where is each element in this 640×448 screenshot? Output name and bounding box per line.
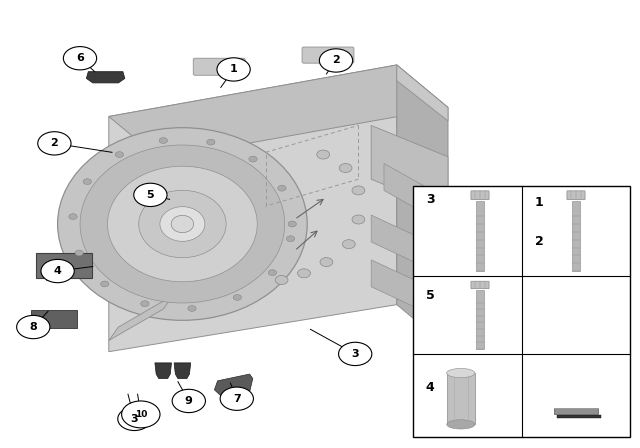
Text: 9: 9 [185, 396, 193, 406]
Polygon shape [86, 72, 125, 83]
Polygon shape [109, 65, 448, 159]
Ellipse shape [317, 150, 330, 159]
FancyBboxPatch shape [476, 290, 484, 349]
Circle shape [217, 58, 250, 81]
Circle shape [17, 315, 50, 339]
Ellipse shape [298, 269, 310, 278]
Ellipse shape [188, 306, 196, 311]
Circle shape [172, 389, 205, 413]
Text: 2: 2 [51, 138, 58, 148]
Circle shape [41, 259, 74, 283]
Text: 10: 10 [134, 410, 147, 419]
Ellipse shape [249, 156, 257, 162]
Ellipse shape [207, 139, 215, 145]
FancyBboxPatch shape [476, 201, 484, 271]
Circle shape [339, 342, 372, 366]
Ellipse shape [75, 250, 83, 256]
FancyBboxPatch shape [567, 191, 585, 200]
Text: 2: 2 [534, 235, 543, 249]
Text: 2: 2 [332, 56, 340, 65]
Text: 1: 1 [534, 196, 543, 209]
Ellipse shape [275, 276, 288, 284]
Text: 3: 3 [426, 193, 435, 206]
Text: 3: 3 [351, 349, 359, 359]
Ellipse shape [342, 240, 355, 249]
Ellipse shape [159, 138, 168, 143]
Polygon shape [397, 65, 448, 347]
Ellipse shape [83, 179, 92, 185]
Circle shape [319, 49, 353, 72]
Polygon shape [384, 164, 448, 226]
Ellipse shape [171, 215, 194, 233]
Circle shape [63, 47, 97, 70]
Circle shape [122, 401, 160, 428]
Ellipse shape [100, 281, 109, 287]
Ellipse shape [288, 221, 296, 227]
Polygon shape [109, 65, 397, 352]
FancyBboxPatch shape [572, 201, 580, 271]
Circle shape [220, 387, 253, 410]
FancyBboxPatch shape [554, 408, 598, 414]
Polygon shape [371, 125, 448, 211]
Polygon shape [109, 296, 173, 340]
Ellipse shape [58, 128, 307, 320]
Circle shape [38, 132, 71, 155]
Ellipse shape [69, 214, 77, 220]
FancyBboxPatch shape [46, 276, 56, 280]
FancyBboxPatch shape [302, 47, 354, 63]
Polygon shape [214, 374, 253, 399]
Ellipse shape [320, 258, 333, 267]
Ellipse shape [268, 270, 276, 276]
Text: 6: 6 [76, 53, 84, 63]
FancyBboxPatch shape [36, 253, 92, 278]
Text: 8: 8 [29, 322, 37, 332]
Ellipse shape [233, 294, 241, 300]
Ellipse shape [339, 164, 352, 172]
Text: 1: 1 [230, 65, 237, 74]
Text: 5: 5 [147, 190, 154, 200]
FancyBboxPatch shape [447, 373, 475, 424]
FancyBboxPatch shape [413, 186, 630, 437]
Text: 7: 7 [233, 394, 241, 404]
Ellipse shape [160, 207, 205, 241]
Ellipse shape [139, 190, 226, 258]
Polygon shape [155, 363, 172, 379]
Text: 3: 3 [131, 414, 138, 424]
Polygon shape [371, 260, 448, 323]
Ellipse shape [278, 185, 286, 191]
Ellipse shape [108, 166, 257, 282]
FancyBboxPatch shape [193, 58, 245, 75]
Ellipse shape [352, 215, 365, 224]
Text: 4: 4 [54, 266, 61, 276]
Ellipse shape [447, 420, 475, 429]
Ellipse shape [286, 236, 294, 241]
Ellipse shape [447, 368, 475, 378]
FancyBboxPatch shape [557, 415, 601, 418]
Ellipse shape [115, 152, 124, 158]
Polygon shape [174, 363, 191, 379]
Polygon shape [397, 65, 448, 121]
Polygon shape [371, 215, 448, 278]
Ellipse shape [80, 145, 285, 303]
FancyBboxPatch shape [31, 310, 77, 328]
Text: 5: 5 [426, 289, 435, 302]
Ellipse shape [352, 186, 365, 195]
Circle shape [134, 183, 167, 207]
FancyBboxPatch shape [471, 281, 489, 289]
FancyBboxPatch shape [471, 191, 489, 200]
Text: 4: 4 [426, 381, 435, 394]
Circle shape [118, 407, 151, 431]
Ellipse shape [141, 301, 149, 306]
